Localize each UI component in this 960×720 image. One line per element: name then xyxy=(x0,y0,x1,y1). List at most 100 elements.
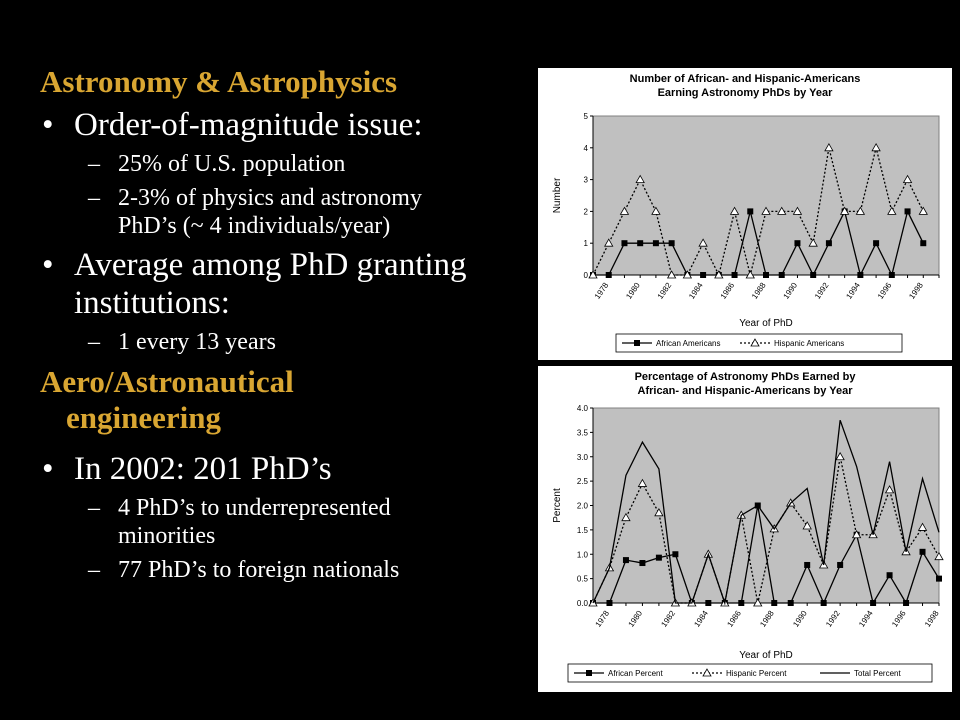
data-point-1 xyxy=(904,208,911,215)
data-point-1 xyxy=(731,272,738,278)
legend-box xyxy=(615,333,903,353)
x-tick-label: 1996 xyxy=(876,281,894,301)
data-point-2 xyxy=(777,206,787,215)
data-point-1 xyxy=(778,272,785,278)
data-point-1 xyxy=(920,240,927,247)
x-tick-label: 1986 xyxy=(725,609,743,629)
slide-text: Astronomy & Astrophysics • Order-of-magni… xyxy=(40,64,540,584)
data-point-2 xyxy=(918,206,928,215)
x-tick-label: 1982 xyxy=(659,609,677,629)
data-point-2 xyxy=(871,142,881,152)
data-point-2 xyxy=(887,206,897,215)
data-point-1 xyxy=(804,561,811,568)
sub-bullet-every-13-years: –1 every 13 years xyxy=(88,329,276,355)
chart-number-by-year: Number of African- and Hispanic-American… xyxy=(552,73,940,353)
data-point-1 xyxy=(747,208,754,215)
data-point-1 xyxy=(903,600,910,606)
data-point-2 xyxy=(588,270,598,279)
data-point-2 xyxy=(682,270,693,279)
data-point-2 xyxy=(729,206,740,215)
bullet-dot: • xyxy=(42,107,54,143)
x-axis-label: Year of PhD xyxy=(739,318,793,329)
data-point-1 xyxy=(873,240,880,247)
y-axis-label: Number xyxy=(552,177,563,213)
data-point-1 xyxy=(605,272,612,278)
sub-bullet-population: –25% of U.S. population xyxy=(88,151,346,177)
data-point-2 xyxy=(761,206,771,215)
data-point-1 xyxy=(639,560,646,567)
chart-title: Earning Astronomy PhDs by Year xyxy=(658,87,834,99)
section-heading-astronomy: Astronomy & Astrophysics xyxy=(40,64,398,99)
section-heading-aero: Aero/Astronautical engineering xyxy=(40,364,294,435)
chart-title: African- and Hispanic-Americans by Year xyxy=(638,385,854,397)
y-tick-label: 1.5 xyxy=(577,526,589,535)
data-point-1 xyxy=(870,600,877,606)
y-axis-label: Percent xyxy=(552,488,563,523)
bullet-average: • Average among PhD granting institutions: xyxy=(42,247,467,321)
data-point-2 xyxy=(635,174,645,183)
data-point-2 xyxy=(654,508,664,517)
sub-bullet-dash: – xyxy=(88,557,100,583)
data-point-2 xyxy=(808,238,818,247)
data-point-1 xyxy=(771,600,778,606)
data-point-1 xyxy=(936,575,942,582)
data-point-1 xyxy=(621,240,628,247)
y-tick-label: 1.0 xyxy=(577,550,589,559)
series-line-2 xyxy=(592,147,924,277)
data-point-2 xyxy=(902,174,913,183)
sub-bullet-underrepresented: –4 PhD’s to underrepresented minorities xyxy=(88,495,391,549)
data-point-1 xyxy=(606,600,613,606)
bullet-dot: • xyxy=(42,247,54,283)
x-tick-label: 1988 xyxy=(750,281,768,301)
data-point-2 xyxy=(651,206,661,215)
data-point-1 xyxy=(888,272,895,278)
legend-box xyxy=(567,663,933,683)
data-point-1 xyxy=(655,554,662,561)
chart-panel-percent: Percentage of Astronomy PhDs Earned by Af… xyxy=(538,366,952,692)
legend-label: Total Percent xyxy=(854,669,901,678)
sub-bullet-dash: – xyxy=(88,151,100,177)
data-point-1 xyxy=(652,240,659,247)
x-tick-label: 1978 xyxy=(593,281,611,301)
y-tick-label: 2 xyxy=(584,207,589,216)
data-point-2 xyxy=(637,478,648,487)
x-tick-label: 1980 xyxy=(624,281,642,301)
y-tick-label: 2.0 xyxy=(577,502,589,511)
x-tick-label: 1988 xyxy=(758,609,776,629)
data-point-2 xyxy=(802,521,812,530)
x-tick-label: 1982 xyxy=(656,281,674,301)
chart-title: Number of African- and Hispanic-American… xyxy=(630,73,861,85)
x-tick-label: 1984 xyxy=(687,281,705,301)
data-point-2 xyxy=(855,206,866,215)
legend-marker xyxy=(586,670,592,676)
x-tick-label: 1992 xyxy=(813,281,831,301)
x-axis-label: Year of PhD xyxy=(739,650,793,661)
y-tick-label: 0.0 xyxy=(577,599,589,608)
series-line-1 xyxy=(593,505,940,605)
legend-label: African Percent xyxy=(608,669,663,678)
y-tick-label: 3.0 xyxy=(577,453,589,462)
data-point-1 xyxy=(668,240,675,247)
series-line-3 xyxy=(592,419,940,606)
data-point-1 xyxy=(705,600,712,606)
x-tick-label: 1996 xyxy=(890,609,908,629)
data-point-2 xyxy=(824,142,834,152)
plot-area xyxy=(592,407,940,604)
x-tick-label: 1980 xyxy=(626,609,644,629)
data-point-1 xyxy=(810,272,817,278)
x-tick-label: 1978 xyxy=(594,609,612,629)
legend-marker xyxy=(750,338,760,347)
y-tick-label: 4.0 xyxy=(577,404,589,413)
data-point-2 xyxy=(619,206,630,215)
data-point-2 xyxy=(917,522,928,531)
data-point-1 xyxy=(622,557,629,564)
data-point-1 xyxy=(857,272,864,278)
x-tick-label: 1998 xyxy=(923,609,941,629)
chart-title: Percentage of Astronomy PhDs Earned by xyxy=(635,371,857,383)
y-tick-label: 3 xyxy=(584,176,589,185)
x-tick-label: 1994 xyxy=(857,609,875,629)
y-tick-label: 1 xyxy=(584,239,589,248)
legend-label: Hispanic Americans xyxy=(774,339,844,348)
data-point-2 xyxy=(851,529,862,539)
x-tick-label: 1992 xyxy=(824,609,842,629)
